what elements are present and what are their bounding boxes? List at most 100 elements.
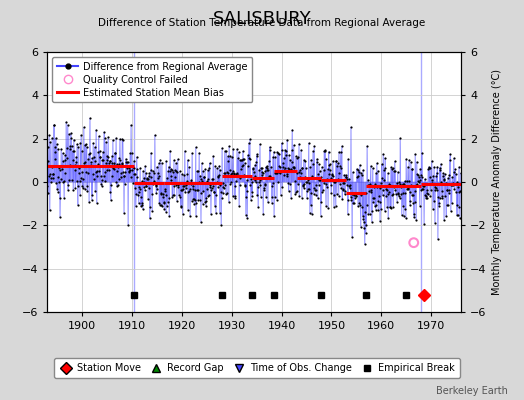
Point (301, 164, 310, 171)
Point (311, 175, 319, 181)
Point (127, 150, 136, 156)
Point (161, 192, 170, 198)
Point (432, 172, 440, 179)
Point (98, 176, 106, 183)
Point (113, 168, 122, 174)
Point (148, 207, 157, 214)
Point (201, 197, 210, 204)
Y-axis label: Monthly Temperature Anomaly Difference (°C): Monthly Temperature Anomaly Difference (… (492, 69, 502, 295)
Point (66, 162, 74, 168)
Point (102, 156, 111, 163)
Point (178, 171, 186, 177)
Point (323, 176, 332, 182)
Point (243, 176, 252, 183)
Point (357, 172, 366, 178)
Point (213, 165, 221, 172)
Point (319, 177, 328, 183)
Point (291, 191, 300, 197)
Point (385, 181, 394, 188)
Point (271, 154, 279, 160)
Point (208, 185, 216, 191)
Point (444, 202, 452, 208)
Point (302, 178, 310, 185)
Point (245, 155, 253, 162)
Point (198, 178, 206, 184)
Point (179, 186, 187, 192)
Point (221, 148, 229, 154)
Point (340, 179, 348, 186)
Point (214, 184, 223, 190)
Point (143, 183, 151, 190)
Point (419, 183, 428, 189)
Point (145, 170, 154, 176)
Point (128, 164, 137, 170)
Point (154, 175, 162, 182)
Point (61, 152, 69, 158)
Point (160, 188, 169, 194)
Point (430, 164, 438, 170)
Point (169, 182, 178, 189)
Point (367, 186, 376, 193)
Point (341, 191, 349, 197)
Point (393, 198, 401, 205)
Point (115, 161, 123, 168)
Point (85, 199, 93, 205)
Point (220, 170, 228, 177)
Point (222, 148, 231, 154)
Point (81, 159, 90, 166)
Point (352, 191, 360, 197)
Point (195, 179, 203, 185)
Point (57, 176, 65, 182)
Point (252, 158, 260, 165)
Point (316, 212, 325, 219)
Point (398, 202, 407, 209)
Point (136, 164, 145, 171)
Point (317, 174, 325, 180)
Point (191, 196, 199, 203)
Point (328, 172, 336, 178)
Point (183, 170, 191, 177)
Point (343, 211, 352, 217)
Point (106, 188, 115, 195)
Point (132, 191, 140, 197)
Point (191, 144, 200, 151)
Point (416, 165, 424, 172)
Point (134, 180, 143, 186)
Point (432, 185, 440, 191)
Point (323, 184, 331, 190)
Point (288, 126, 297, 133)
Point (96, 153, 104, 160)
Point (335, 149, 343, 155)
Point (370, 203, 379, 210)
Point (148, 191, 156, 197)
Point (348, 234, 356, 241)
Point (71, 185, 80, 191)
Point (219, 184, 227, 190)
Point (60, 177, 68, 184)
Point (445, 190, 453, 196)
Point (340, 172, 348, 178)
Point (249, 166, 257, 172)
Point (79, 185, 88, 191)
Point (44, 157, 52, 164)
Point (402, 178, 411, 184)
Point (109, 165, 117, 172)
Point (454, 184, 462, 190)
Point (448, 182, 456, 188)
Point (211, 163, 220, 169)
Point (456, 188, 464, 195)
Point (293, 188, 301, 194)
Point (188, 198, 196, 204)
Point (135, 189, 143, 195)
Point (328, 170, 336, 177)
Point (362, 190, 370, 197)
Point (233, 146, 241, 153)
Point (129, 180, 137, 186)
Point (294, 169, 303, 176)
Point (337, 165, 346, 171)
Point (372, 170, 380, 176)
Point (454, 189, 463, 195)
Point (253, 153, 261, 159)
Point (94, 133, 103, 139)
Point (155, 173, 163, 180)
